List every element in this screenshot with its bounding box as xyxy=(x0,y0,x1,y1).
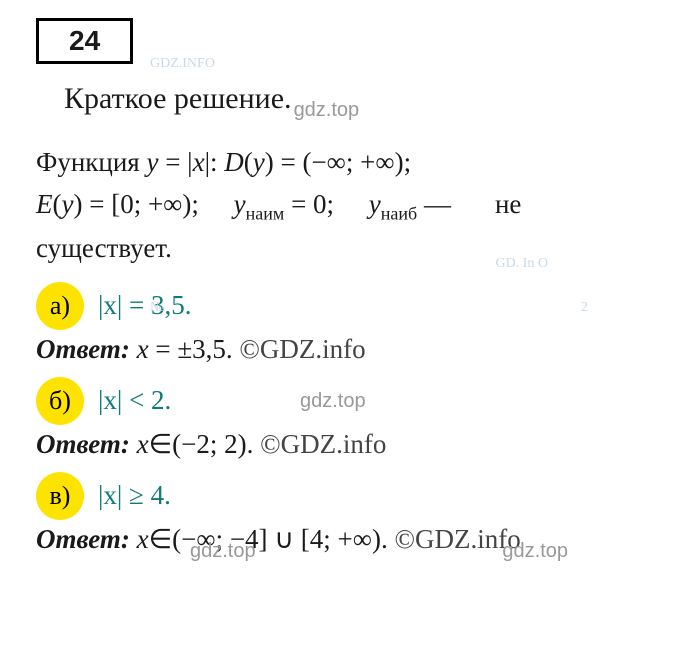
watermark-heading: gdz.top xyxy=(294,99,360,122)
watermark-bottom-left: gdz.top xyxy=(190,540,256,563)
copymark: ©GDZ.info xyxy=(253,429,386,459)
copymark: ©GDZ.info xyxy=(233,334,366,364)
answer-label: Ответ: xyxy=(36,429,130,459)
part-c-row: в) |x| ≥ 4. xyxy=(36,472,660,520)
part-a-answer: Ответ: x = ±3,5. ©GDZ.info xyxy=(36,334,660,365)
badge-a: а) xyxy=(36,282,84,330)
answer-label: Ответ: xyxy=(36,334,130,364)
badge-a-label: а) xyxy=(50,291,70,321)
function-line-2: E(y) = [0; +∞); yнаим = 0; yнаиб —не xyxy=(36,184,660,228)
part-a-row: а) |x| = 3,5. xyxy=(36,282,660,330)
watermark-bottom-right: gdz.top xyxy=(502,540,568,563)
badge-c-label: в) xyxy=(50,481,71,511)
part-c-equation: |x| ≥ 4. xyxy=(98,480,171,511)
function-line-3: существует. xyxy=(36,228,660,270)
faint-text: GD. In O xyxy=(496,256,549,272)
part-b-answer: Ответ: x∈(−2; 2). ©GDZ.info xyxy=(36,429,660,460)
heading-row: Краткое решение. gdz.top xyxy=(64,82,660,116)
answer-label: Ответ: xyxy=(36,524,130,554)
badge-b-label: б) xyxy=(49,386,71,416)
part-a-equation: |x| = 3,5. xyxy=(98,290,192,321)
part-b-equation: |x| < 2. xyxy=(98,385,171,416)
watermark-mid: gdz.top xyxy=(300,390,366,413)
part-a: а) |x| = 3,5. Ответ: x = ±3,5. ©GDZ.info xyxy=(36,282,660,365)
copymark: ©GDZ.info xyxy=(388,524,521,554)
badge-b: б) xyxy=(36,377,84,425)
faint-text: 2 xyxy=(581,300,588,316)
problem-number-box: 24 xyxy=(36,18,133,64)
heading: Краткое решение. xyxy=(64,82,292,116)
faint-text: № xyxy=(150,300,163,316)
faint-text: GDZ.INFO xyxy=(150,56,215,72)
function-line-1: Функция y = |x|: D(y) = (−∞; +∞); xyxy=(36,142,660,184)
problem-number: 24 xyxy=(69,25,100,56)
badge-c: в) xyxy=(36,472,84,520)
